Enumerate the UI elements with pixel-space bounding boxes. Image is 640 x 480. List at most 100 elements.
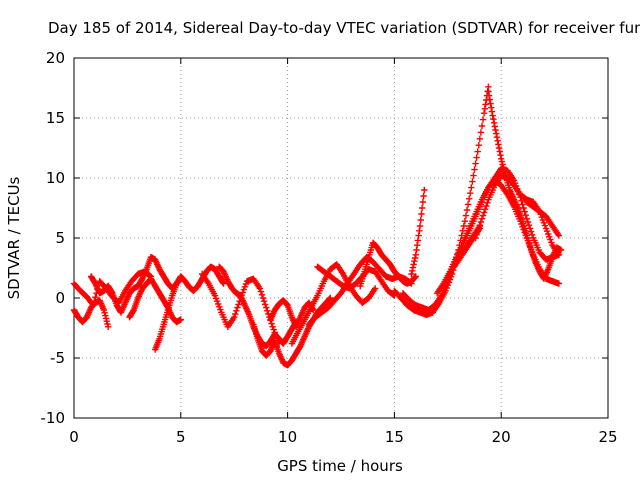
x-tick-label: 15 [385, 428, 404, 446]
data-point [464, 201, 472, 208]
data-point [520, 204, 527, 212]
data-point [473, 154, 480, 161]
data-point [220, 280, 227, 287]
data-point [490, 119, 498, 126]
series-track-13 [357, 239, 419, 290]
data-point [419, 198, 427, 206]
data-point [408, 270, 415, 278]
data-point [496, 148, 503, 155]
y-tick-label: -5 [50, 349, 65, 367]
data-point [268, 320, 275, 327]
data-point [463, 206, 471, 214]
data-point [465, 195, 473, 202]
data-point [485, 88, 492, 95]
data-point [177, 316, 184, 323]
data-point [487, 100, 494, 107]
data-point [413, 242, 421, 249]
data-point [411, 258, 418, 265]
data-point [470, 172, 477, 179]
data-point [260, 298, 268, 305]
data-point [418, 210, 425, 218]
data-point [524, 218, 532, 226]
data-point [478, 215, 486, 222]
grid-lines [74, 58, 608, 418]
y-tick-label: 20 [46, 49, 65, 67]
data-point [413, 246, 420, 254]
data-point [232, 310, 239, 318]
x-tick-label: 0 [69, 428, 79, 446]
data-point [490, 116, 497, 123]
data-point [416, 222, 424, 230]
data-point [261, 301, 269, 308]
data-point [459, 227, 466, 234]
data-series-layer [70, 83, 565, 369]
data-point [482, 101, 489, 108]
data-point [495, 141, 502, 148]
data-point [235, 301, 242, 308]
data-point [460, 222, 468, 230]
data-point [462, 212, 470, 219]
data-point [219, 279, 227, 286]
y-tick-label: -10 [41, 409, 66, 427]
data-point [522, 212, 529, 219]
data-point [411, 274, 419, 281]
data-point [234, 304, 241, 311]
data-point [475, 142, 482, 149]
data-point [479, 212, 487, 219]
data-point [555, 232, 563, 239]
data-point [412, 251, 419, 258]
data-point [497, 152, 504, 159]
data-point [104, 323, 112, 330]
data-point [421, 186, 428, 194]
data-point [416, 227, 423, 234]
data-point [480, 110, 488, 117]
data-point [418, 204, 426, 212]
data-point [519, 201, 526, 208]
x-axis-label: GPS time / hours [277, 457, 403, 475]
data-point [414, 237, 422, 244]
data-point [481, 206, 489, 213]
data-point [259, 294, 267, 302]
data-point [491, 123, 498, 130]
series-track-2 [70, 297, 112, 330]
data-point [256, 285, 264, 292]
y-tick-label: 15 [46, 109, 65, 127]
chart-title: Day 185 of 2014, Sidereal Day-to-day VTE… [48, 19, 640, 37]
series-track-5 [151, 263, 227, 353]
data-point [557, 246, 565, 254]
data-point [489, 112, 496, 119]
data-point [264, 307, 271, 314]
data-point [474, 148, 481, 155]
series-track-6 [198, 270, 283, 347]
data-point [486, 96, 494, 103]
tick-labels: 0 5 10 15 20 25 -10 -5 0 5 10 15 20 [41, 49, 618, 446]
data-point [231, 314, 238, 321]
data-point [92, 294, 99, 301]
data-point [555, 280, 563, 287]
data-point [555, 251, 563, 258]
data-point [476, 135, 484, 142]
data-point [481, 105, 489, 112]
data-point [258, 291, 266, 298]
data-point [461, 218, 469, 225]
x-tick-label: 5 [176, 428, 186, 446]
data-point [257, 288, 265, 295]
data-point [469, 178, 476, 185]
y-tick-label: 10 [46, 169, 65, 187]
series-track-22 [451, 225, 484, 270]
y-tick-label: 5 [55, 229, 65, 247]
data-point [488, 104, 495, 111]
y-tick-label: 0 [55, 289, 65, 307]
data-point [471, 166, 478, 173]
data-point [477, 129, 485, 136]
data-point [526, 225, 534, 232]
data-point [233, 307, 240, 314]
data-point [476, 225, 484, 232]
data-point [484, 199, 491, 206]
data-point [468, 184, 475, 191]
data-point [485, 92, 493, 99]
data-point [409, 267, 416, 274]
data-point [412, 273, 419, 280]
data-point [371, 285, 379, 292]
